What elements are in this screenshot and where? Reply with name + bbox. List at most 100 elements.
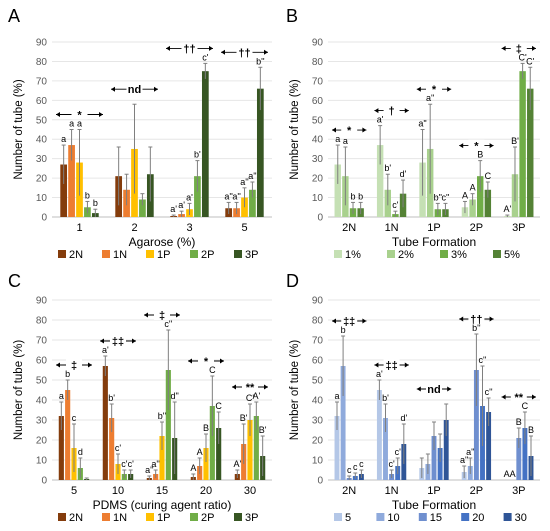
significance-letter: a' — [186, 192, 193, 202]
significance-letter: A — [510, 469, 516, 479]
significance-letter: B — [528, 425, 534, 435]
y-tick-label: 70 — [36, 336, 48, 347]
y-tick-label: 90 — [312, 296, 324, 307]
significance-letter: A' — [252, 391, 260, 401]
y-tick-label: 90 — [36, 38, 48, 49]
y-tick-label: 20 — [36, 436, 48, 447]
annotation-bg — [110, 335, 126, 346]
significance-letter: B — [203, 423, 209, 433]
significance-letter: a — [334, 391, 339, 401]
bar — [522, 428, 528, 480]
bar — [516, 438, 522, 480]
significance-letter: C' — [526, 56, 534, 66]
annotation-text: * — [204, 356, 209, 368]
annotation-bg — [510, 391, 527, 402]
y-tick-label: 0 — [41, 476, 47, 487]
annotation-arrowhead — [264, 384, 268, 390]
legend-swatch — [190, 513, 198, 521]
annotation-text: † — [389, 106, 395, 118]
bar — [376, 390, 382, 480]
bar — [159, 436, 165, 480]
x-tick-label: 3 — [186, 222, 192, 234]
annotation-arrowhead — [501, 394, 506, 400]
significance-letter: A' — [233, 459, 241, 469]
legend-swatch — [190, 250, 198, 258]
annotation-arrowhead — [459, 143, 464, 149]
significance-letter: b' — [382, 393, 389, 403]
legend-swatch — [334, 513, 342, 521]
bar — [60, 164, 68, 217]
y-tick-label: 10 — [36, 456, 48, 467]
annotation-text: * — [347, 125, 352, 137]
chart-panel-c: C 0 10 20 30 40 50 60 70 80 90 Number of tube (%) a b… — [8, 271, 272, 524]
significance-letter: c' — [392, 200, 399, 210]
annotation-text: ** — [246, 382, 255, 394]
significance-letter: B — [477, 150, 483, 160]
chart-panel-d: D 0 10 20 30 40 50 60 70 80 90 Number of tube (%) a b… — [286, 271, 540, 524]
significance-letter: B' — [511, 136, 519, 146]
legend-label: 2% — [398, 249, 414, 261]
annotation-arrowhead — [374, 362, 379, 368]
y-tick-label: 60 — [36, 96, 48, 107]
y-tick-label: 80 — [36, 316, 48, 327]
significance-letter: a — [61, 134, 66, 144]
significance-letter: a'' — [151, 459, 160, 469]
significance-letter: B' — [240, 413, 248, 423]
y-tick-label: 60 — [312, 356, 324, 367]
panel-label: A — [8, 6, 20, 26]
bar — [165, 370, 171, 480]
x-tick-label: 2P — [470, 222, 483, 234]
significance-letter: b' — [384, 163, 391, 173]
significance-letter: C — [522, 401, 529, 411]
annotation-text: ‡‡ — [343, 316, 355, 328]
significance-letter: a — [69, 119, 74, 129]
significance-letter: A — [197, 447, 203, 457]
annotation-bg — [126, 83, 143, 95]
significance-letter: b — [358, 191, 363, 201]
legend-label: 2N — [69, 512, 83, 524]
significance-letter: a'' — [460, 455, 469, 465]
significance-letter: b'' — [434, 192, 443, 202]
bar — [256, 88, 264, 218]
bar — [203, 448, 209, 480]
x-tick-label: 2 — [131, 222, 137, 234]
bar — [253, 416, 259, 480]
bar — [383, 418, 388, 480]
x-tick-label: 20 — [200, 485, 212, 497]
bar — [437, 448, 443, 480]
y-tick-label: 70 — [312, 76, 324, 87]
bar — [139, 199, 146, 217]
bar — [194, 176, 201, 217]
significance-letter: c' — [202, 52, 209, 62]
annotation-text: †† — [238, 47, 250, 59]
legend-label: 2N — [69, 249, 83, 261]
y-tick-label: 40 — [312, 135, 324, 146]
significance-letter: c — [72, 413, 77, 423]
annotation-arrowhead — [100, 338, 104, 344]
annotation-arrowhead — [459, 316, 464, 322]
significance-letter: c'' — [479, 355, 487, 365]
legend-swatch — [234, 250, 242, 258]
significance-letter: a' — [178, 200, 185, 210]
legend-swatch — [493, 250, 501, 258]
legend-swatch — [58, 513, 66, 521]
significance-letter: d' — [400, 413, 407, 423]
y-tick-label: 70 — [36, 76, 48, 87]
x-tick-label: 1P — [427, 485, 440, 497]
bar — [486, 412, 492, 480]
significance-letter: C — [215, 401, 222, 411]
significance-letter: a — [335, 134, 340, 144]
annotation-arrowhead — [362, 318, 367, 324]
x-tick-label: 30 — [244, 485, 256, 497]
annotation-arrowhead — [404, 108, 409, 114]
x-tick-label: 3P — [512, 485, 525, 497]
significance-letter: b — [351, 191, 356, 201]
y-tick-label: 40 — [312, 396, 324, 407]
significance-letter: a'' — [240, 177, 249, 187]
bar — [102, 366, 108, 480]
significance-letter: b — [65, 369, 70, 379]
significance-letter: a' — [377, 115, 384, 125]
annotation-bg — [341, 124, 358, 136]
y-tick-label: 80 — [312, 57, 324, 68]
bar — [519, 71, 526, 218]
